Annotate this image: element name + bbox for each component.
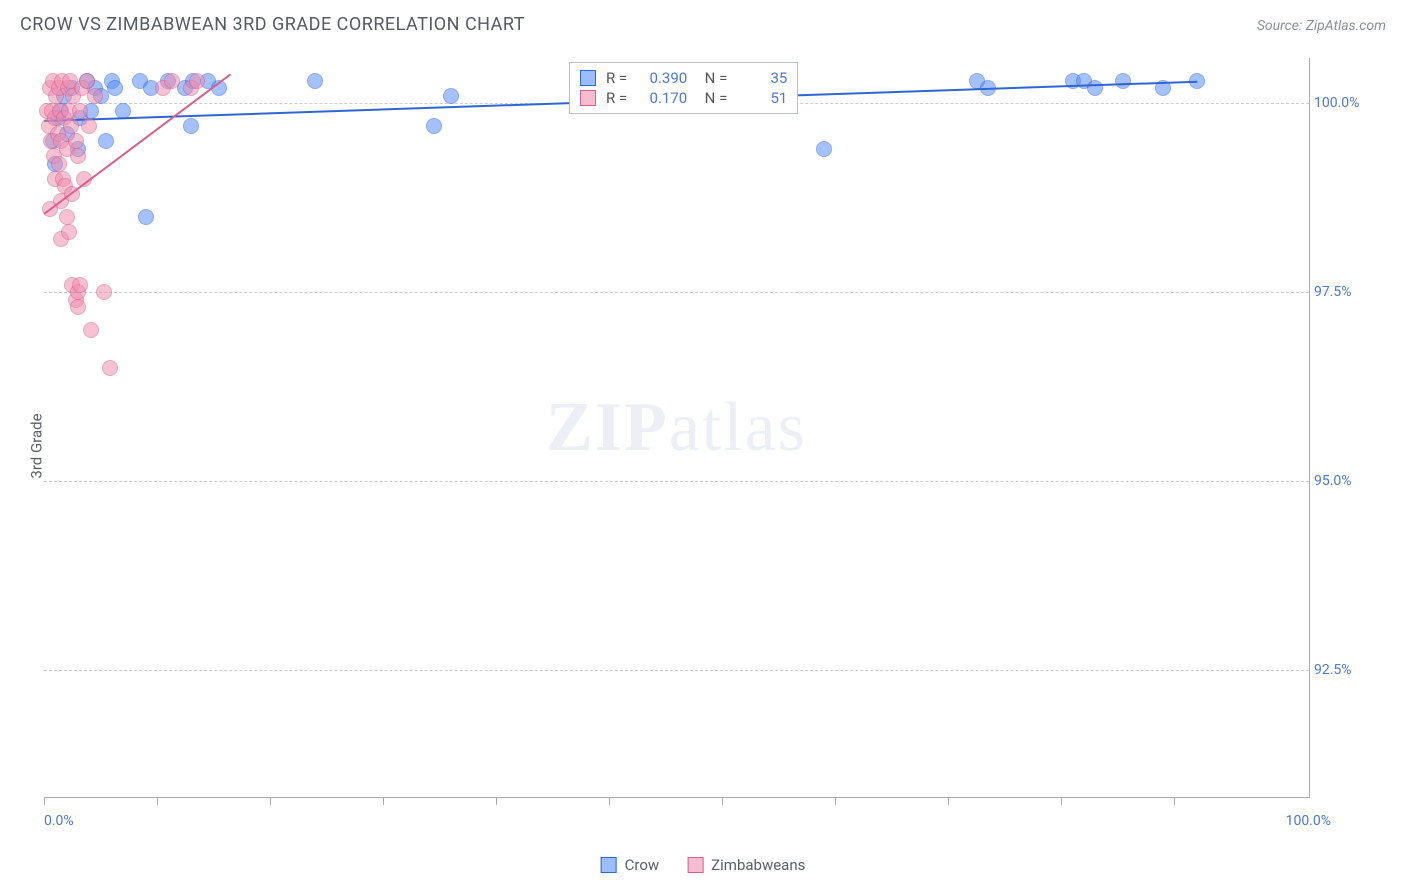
watermark: ZIPatlas: [546, 388, 807, 468]
scatter-point: [72, 103, 88, 119]
watermark-light: atlas: [669, 389, 807, 466]
legend-label: Zimbabweans: [711, 856, 805, 874]
scatter-point: [79, 73, 95, 89]
x-tick: [1174, 797, 1175, 805]
legend-item: Crow: [601, 856, 660, 874]
scatter-point: [307, 73, 323, 89]
scatter-point: [98, 133, 114, 149]
x-tick-label-left: 0.0%: [44, 813, 74, 829]
scatter-point: [68, 133, 84, 149]
y-tick-label: 95.0%: [1314, 473, 1369, 489]
scatter-point: [51, 156, 67, 172]
gridline-y: [44, 670, 1309, 671]
legend-swatch: [687, 857, 703, 873]
x-tick: [157, 797, 158, 805]
x-tick: [835, 797, 836, 805]
scatter-point: [70, 148, 86, 164]
legend-swatch: [580, 70, 596, 86]
chart-header: CROW VS ZIMBABWEAN 3RD GRADE CORRELATION…: [0, 0, 1406, 50]
x-tick-label-right: 100.0%: [1286, 813, 1331, 829]
scatter-point: [138, 209, 154, 225]
stat-row: R = 0.390 N = 35: [580, 68, 787, 88]
scatter-point: [59, 209, 75, 225]
scatter-point: [1115, 73, 1131, 89]
legend-bottom: Crow Zimbabweans: [601, 850, 806, 874]
scatter-point: [102, 360, 118, 376]
y-tick-label: 97.5%: [1314, 284, 1369, 300]
stat-row: R = 0.170 N = 51: [580, 88, 787, 108]
stat-n-label: N =: [697, 69, 727, 87]
scatter-point: [1087, 80, 1103, 96]
stat-r-value: 0.170: [637, 89, 687, 107]
legend-swatch: [601, 857, 617, 873]
scatter-point: [63, 118, 79, 134]
scatter-point: [816, 141, 832, 157]
gridline-y: [44, 481, 1309, 482]
scatter-point: [81, 118, 97, 134]
legend-swatch: [580, 90, 596, 106]
plot-container: ZIPatlas 92.5%95.0%97.5%100.0%0.0%100.0%…: [44, 58, 1390, 804]
scatter-point: [426, 118, 442, 134]
x-tick: [722, 797, 723, 805]
x-tick: [496, 797, 497, 805]
legend-label: Crow: [625, 856, 660, 874]
x-tick: [44, 797, 45, 805]
stat-r-value: 0.390: [637, 69, 687, 87]
plot-area: ZIPatlas 92.5%95.0%97.5%100.0%0.0%100.0%…: [44, 58, 1310, 798]
scatter-point: [87, 88, 103, 104]
stat-n-value: 51: [737, 89, 787, 107]
scatter-point: [83, 322, 99, 338]
x-tick: [1061, 797, 1062, 805]
x-tick: [270, 797, 271, 805]
x-tick: [948, 797, 949, 805]
scatter-point: [107, 80, 123, 96]
scatter-point: [443, 88, 459, 104]
watermark-bold: ZIP: [546, 389, 669, 466]
scatter-point: [70, 299, 86, 315]
y-axis-label: 3rd Grade: [28, 413, 46, 478]
stat-n-label: N =: [697, 89, 727, 107]
stat-box: R = 0.390 N = 35 R = 0.170 N = 51: [569, 62, 798, 114]
scatter-point: [96, 284, 112, 300]
x-tick: [383, 797, 384, 805]
stat-r-label: R =: [606, 69, 627, 87]
stat-n-value: 35: [737, 69, 787, 87]
scatter-point: [164, 73, 180, 89]
legend-item: Zimbabweans: [687, 856, 805, 874]
x-tick: [609, 797, 610, 805]
chart-title: CROW VS ZIMBABWEAN 3RD GRADE CORRELATION…: [20, 14, 525, 35]
scatter-point: [189, 73, 205, 89]
scatter-point: [61, 224, 77, 240]
y-tick-label: 100.0%: [1314, 95, 1369, 111]
scatter-point: [183, 118, 199, 134]
chart-source: Source: ZipAtlas.com: [1257, 18, 1386, 34]
y-tick-label: 92.5%: [1314, 662, 1369, 678]
scatter-point: [72, 277, 88, 293]
gridline-y: [44, 292, 1309, 293]
stat-r-label: R =: [606, 89, 627, 107]
